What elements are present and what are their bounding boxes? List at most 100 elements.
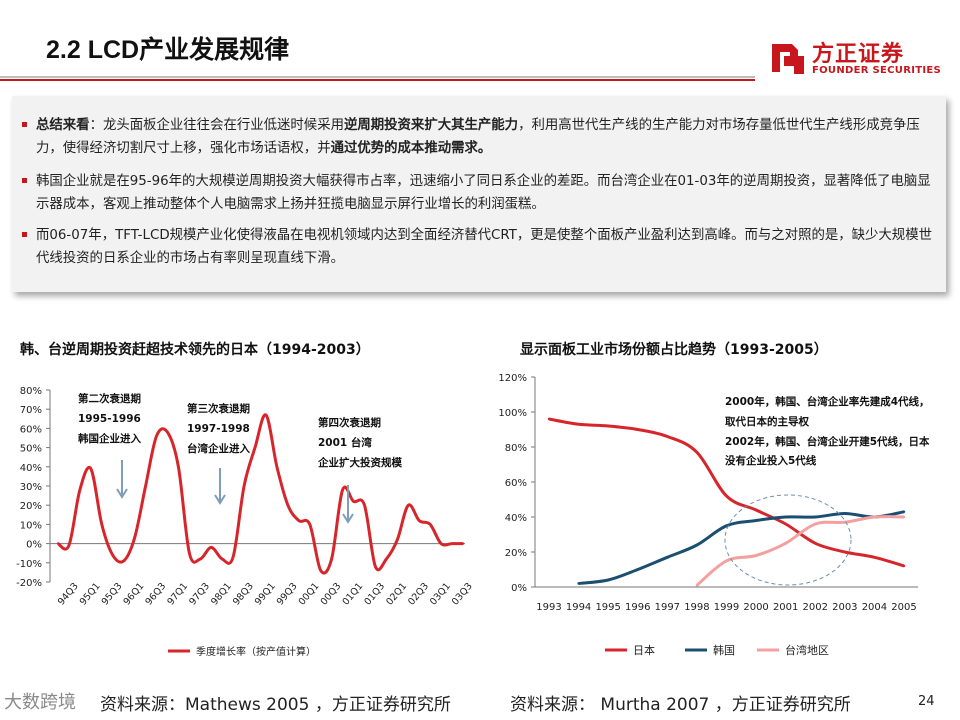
left-y-tick-label: -20% [16,578,42,589]
left-data-point [242,484,246,488]
right-x-tick-label: 1994 [566,602,591,613]
right-data-point [843,512,847,515]
right-data-point [666,435,669,438]
left-data-point [155,434,158,438]
left-x-tick-label: 99Q3 [275,581,300,608]
left-annotation-line: 第二次衰退期 [78,392,141,405]
right-x-tick-label: 1999 [714,602,739,613]
summary-box: 总结来看：龙头面板企业往往会在行业低迷时候采用逆周期投资来扩大其生产能力，利用高… [12,96,946,292]
left-data-point [100,523,103,526]
left-x-tick-label: 02Q1 [384,581,409,608]
left-annotation-line: 第三次衰退期 [187,402,250,415]
left-annotation-line: 1995-1996 [78,413,141,425]
left-data-point [330,557,333,561]
left-chart-title: 韩、台逆周期投资赶超技术领先的日本（1994-2003） [20,342,370,358]
left-data-point [319,569,322,572]
founder-logo-icon [772,44,804,74]
left-data-point [188,552,191,555]
left-data-point [418,519,421,522]
left-series-line [57,413,463,575]
right-data-point [547,417,551,421]
right-x-tick-label: 1995 [595,602,620,613]
right-data-point [902,564,906,568]
right-y-tick-label: 80% [505,443,527,454]
bullet-1-label: 总结来看 [36,118,90,133]
page-title: 2.2 LCD产业发展规律 [46,36,290,64]
right-annotation-line: 2002年，韩国、台湾企业开建5代线，日本 [725,435,930,448]
left-data-point [374,565,377,568]
right-x-tick-label: 2002 [803,602,828,613]
right-x-tick-label: 1998 [684,602,709,613]
founder-logo: 方正证券 FOUNDER SECURITIES [768,38,942,82]
watermark: 大数跨境 [4,692,76,713]
right-legend-label: 日本 [633,643,655,657]
right-y-tick-label: 60% [505,478,527,489]
left-data-point [67,544,71,547]
left-y-tick-label: 20% [20,501,42,512]
left-data-point [428,523,432,526]
down-arrow-icon [342,513,354,524]
left-data-point [297,519,301,522]
left-annotation-line: 企业扩大投资规模 [317,456,402,469]
down-arrow-icon [116,488,128,499]
right-source: 资料来源： Murtha 2007 ，方正证券研究所 [510,695,851,715]
left-x-tick-label: 94Q3 [56,581,81,608]
bullet-square-icon [22,232,27,237]
title-rule-red [0,79,755,81]
title-rule-gray [0,76,755,78]
bullet-2-text: 韩国企业就是在95-96年的大规模逆周期投资大幅获得市占率，迅速缩小了同日系企业… [36,174,931,212]
right-data-point [784,542,787,545]
left-data-point [308,523,311,526]
left-data-point [253,446,257,449]
highlight-ellipse [724,494,852,586]
right-data-point [902,510,906,513]
right-data-point [873,515,876,519]
left-y-tick-label: 0% [26,540,42,551]
right-x-tick-label: 1996 [625,602,650,613]
left-data-point [407,504,410,507]
bullet-1-bold-1: 逆周期投资来扩大其生产能力 [343,118,519,133]
left-annotation-line: 1997-1998 [187,423,250,435]
right-annotation-line: 没有企业投入5代线 [725,454,817,467]
left-x-tick-label: 98Q3 [231,581,256,608]
left-data-point [89,467,93,470]
right-y-tick-label: 120% [498,373,527,384]
down-arrow-icon [214,494,226,505]
bullet-3-text: 而06-07年，TFT-LCD规模产业化使得液晶在电视机领域内达到全面经济替代C… [36,228,932,266]
right-y-tick-label: 40% [505,513,527,524]
left-x-tick-label: 03Q1 [428,581,453,608]
left-data-point [231,555,235,559]
left-x-tick-label: 96Q1 [122,581,147,608]
left-x-tick-label: 95Q3 [100,581,125,608]
right-data-point [666,556,669,559]
left-data-point [385,557,388,561]
right-data-point [902,515,906,519]
right-x-tick-label: 2003 [832,602,857,613]
page-number: 24 [918,694,935,709]
left-data-point [199,557,202,561]
logo-english-name: FOUNDER SECURITIES [812,65,942,76]
right-data-point [784,522,787,526]
left-y-tick-label: 50% [20,444,42,455]
left-data-point [166,431,169,434]
left-y-tick-label: 70% [20,405,42,416]
left-y-tick-label: 80% [20,386,42,397]
left-data-point [220,557,224,561]
right-legend-label: 台湾地区 [785,643,829,657]
left-data-point [210,546,213,549]
right-data-point [725,494,728,498]
bullet-square-icon [22,122,27,127]
right-data-point [606,424,610,428]
right-data-point [725,524,728,527]
left-data-point [450,542,454,545]
left-data-point [122,559,125,563]
left-x-tick-label: 95Q1 [78,581,103,608]
right-data-point [695,584,699,587]
right-data-point [695,543,699,547]
left-annotation-line: 第四次衰退期 [318,416,381,429]
left-data-point [396,538,399,541]
right-annotation-line: 取代日本的主导权 [725,415,809,428]
right-y-tick-label: 100% [498,408,527,419]
summary-bullet-2: 韩国企业就是在95-96年的大规模逆周期投资大幅获得市占率，迅速缩小了同日系企业… [22,170,937,216]
left-annotation-line: 台湾企业进入 [187,442,250,455]
